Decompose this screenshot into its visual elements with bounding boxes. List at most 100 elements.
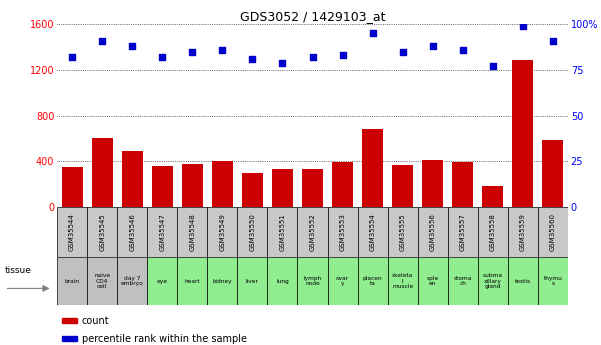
Text: naive
CD4
cell: naive CD4 cell bbox=[94, 273, 110, 289]
Point bbox=[518, 23, 528, 29]
FancyBboxPatch shape bbox=[418, 257, 448, 305]
Text: eye: eye bbox=[157, 279, 168, 284]
FancyBboxPatch shape bbox=[538, 207, 568, 257]
Point bbox=[67, 54, 77, 60]
Point bbox=[548, 38, 558, 43]
Text: liver: liver bbox=[246, 279, 259, 284]
Bar bbox=[121, 151, 143, 207]
Text: GSM35550: GSM35550 bbox=[249, 213, 255, 251]
FancyBboxPatch shape bbox=[448, 257, 478, 305]
Text: brain: brain bbox=[65, 279, 79, 284]
Bar bbox=[63, 318, 76, 323]
Text: GSM35546: GSM35546 bbox=[129, 213, 135, 251]
Text: skeleta
l
muscle: skeleta l muscle bbox=[392, 273, 413, 289]
Bar bbox=[512, 60, 533, 207]
FancyBboxPatch shape bbox=[538, 257, 568, 305]
FancyBboxPatch shape bbox=[237, 207, 267, 257]
Bar bbox=[63, 336, 76, 341]
FancyBboxPatch shape bbox=[267, 257, 297, 305]
FancyBboxPatch shape bbox=[147, 207, 177, 257]
FancyBboxPatch shape bbox=[297, 207, 328, 257]
FancyBboxPatch shape bbox=[358, 257, 388, 305]
FancyBboxPatch shape bbox=[478, 257, 508, 305]
FancyBboxPatch shape bbox=[147, 257, 177, 305]
FancyBboxPatch shape bbox=[207, 207, 237, 257]
Point bbox=[127, 43, 137, 49]
FancyBboxPatch shape bbox=[267, 207, 297, 257]
FancyBboxPatch shape bbox=[237, 257, 267, 305]
Point bbox=[368, 31, 377, 36]
Text: lymph
node: lymph node bbox=[304, 276, 322, 286]
Text: GSM35544: GSM35544 bbox=[69, 213, 75, 251]
Bar bbox=[272, 169, 293, 207]
FancyBboxPatch shape bbox=[117, 257, 147, 305]
Text: GSM35545: GSM35545 bbox=[99, 213, 105, 251]
FancyBboxPatch shape bbox=[117, 207, 147, 257]
Text: ovar
y: ovar y bbox=[336, 276, 349, 286]
Text: GSM35551: GSM35551 bbox=[279, 213, 285, 251]
Text: placen
ta: placen ta bbox=[363, 276, 382, 286]
Text: GSM35558: GSM35558 bbox=[490, 213, 496, 251]
FancyBboxPatch shape bbox=[388, 207, 418, 257]
FancyBboxPatch shape bbox=[448, 207, 478, 257]
Point bbox=[308, 54, 317, 60]
Point bbox=[458, 47, 468, 52]
Text: GSM35559: GSM35559 bbox=[520, 213, 526, 251]
Text: heart: heart bbox=[185, 279, 200, 284]
FancyBboxPatch shape bbox=[478, 207, 508, 257]
Text: lung: lung bbox=[276, 279, 289, 284]
Text: stoma
ch: stoma ch bbox=[454, 276, 472, 286]
Text: tissue: tissue bbox=[5, 266, 31, 275]
Point bbox=[488, 63, 498, 69]
Bar bbox=[542, 140, 564, 207]
Point bbox=[398, 49, 407, 54]
Text: GSM35560: GSM35560 bbox=[550, 213, 556, 251]
Bar bbox=[362, 129, 383, 207]
FancyBboxPatch shape bbox=[328, 207, 358, 257]
Bar bbox=[452, 162, 473, 207]
Text: GSM35553: GSM35553 bbox=[340, 213, 346, 251]
Text: day 7
embryо: day 7 embryо bbox=[121, 276, 144, 286]
Bar bbox=[422, 160, 443, 207]
Bar bbox=[182, 164, 203, 207]
Text: GSM35548: GSM35548 bbox=[189, 213, 195, 251]
Bar bbox=[302, 169, 323, 207]
FancyBboxPatch shape bbox=[418, 207, 448, 257]
Bar bbox=[91, 138, 112, 207]
Point bbox=[338, 52, 347, 58]
Text: GSM35555: GSM35555 bbox=[400, 213, 406, 251]
FancyBboxPatch shape bbox=[87, 207, 117, 257]
FancyBboxPatch shape bbox=[508, 257, 538, 305]
FancyBboxPatch shape bbox=[388, 257, 418, 305]
Text: count: count bbox=[82, 316, 109, 326]
FancyBboxPatch shape bbox=[57, 257, 87, 305]
Point bbox=[278, 60, 287, 65]
Point bbox=[157, 54, 167, 60]
FancyBboxPatch shape bbox=[177, 257, 207, 305]
Bar bbox=[151, 166, 173, 207]
Text: subma
xillary
gland: subma xillary gland bbox=[483, 273, 503, 289]
FancyBboxPatch shape bbox=[328, 257, 358, 305]
Point bbox=[428, 43, 438, 49]
FancyBboxPatch shape bbox=[207, 257, 237, 305]
Bar bbox=[242, 173, 263, 207]
Text: testis: testis bbox=[515, 279, 531, 284]
Text: GSM35554: GSM35554 bbox=[370, 213, 376, 251]
FancyBboxPatch shape bbox=[358, 207, 388, 257]
Bar bbox=[61, 167, 82, 207]
Text: GSM35556: GSM35556 bbox=[430, 213, 436, 251]
Point bbox=[218, 47, 227, 52]
FancyBboxPatch shape bbox=[57, 207, 87, 257]
Text: GSM35552: GSM35552 bbox=[310, 213, 316, 251]
Text: percentile rank within the sample: percentile rank within the sample bbox=[82, 334, 246, 344]
Text: thymu
s: thymu s bbox=[543, 276, 563, 286]
Bar bbox=[212, 161, 233, 207]
Bar bbox=[482, 186, 503, 207]
Point bbox=[248, 56, 257, 62]
Text: GSM35547: GSM35547 bbox=[159, 213, 165, 251]
Title: GDS3052 / 1429103_at: GDS3052 / 1429103_at bbox=[240, 10, 385, 23]
Text: sple
en: sple en bbox=[427, 276, 439, 286]
Bar bbox=[332, 162, 353, 207]
FancyBboxPatch shape bbox=[508, 207, 538, 257]
FancyBboxPatch shape bbox=[297, 257, 328, 305]
